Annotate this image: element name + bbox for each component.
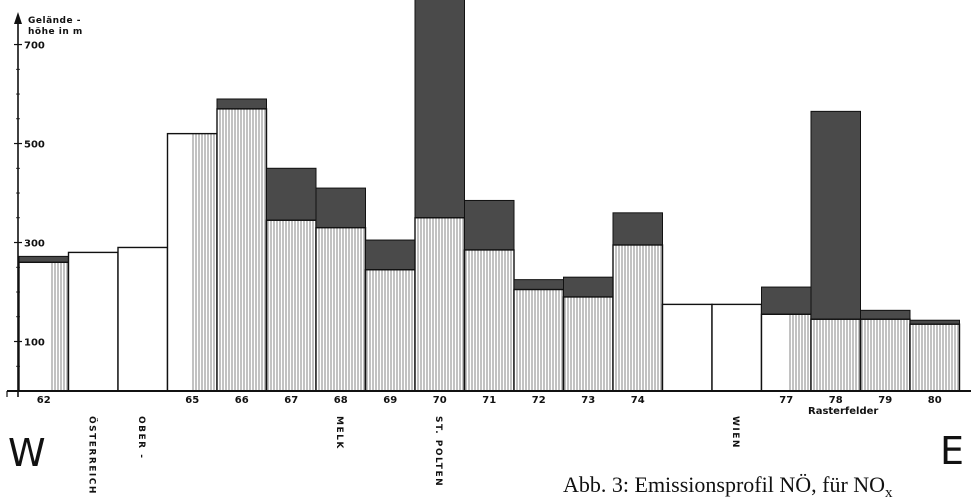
x-tick-label-0: 62	[37, 395, 51, 406]
terrain-hatch-18	[910, 324, 960, 391]
x-axis-label: Rasterfelder	[808, 406, 878, 417]
place-label-4: WIEN	[730, 416, 740, 449]
terrain-hatch-7	[365, 269, 415, 391]
terrain-hatch-8	[415, 217, 465, 391]
emission-bar-17	[860, 309, 911, 320]
emission-bar-12	[612, 212, 663, 246]
x-tick-label-10: 72	[532, 395, 546, 406]
x-tick-label-4: 66	[235, 395, 249, 406]
caption-subscript: x	[885, 485, 893, 501]
y-tick-label-100: 100	[24, 338, 45, 349]
emission-bar-5	[266, 167, 317, 221]
direction-east-label: E	[940, 429, 964, 473]
terrain-hatch-3	[192, 133, 217, 391]
x-tick-label-8: 70	[433, 395, 447, 406]
axes-group	[6, 12, 971, 397]
figure-caption: Abb. 3: Emissionsprofil NÖ, für NOx	[563, 472, 893, 501]
x-tick-label-6: 68	[334, 395, 348, 406]
terrain-hatch-5	[266, 220, 316, 391]
emission-bar-15	[761, 286, 812, 315]
emission-bar-9	[464, 199, 515, 251]
terrain-hatch-12	[613, 244, 663, 391]
emission-bar-11	[563, 276, 614, 298]
bars-group	[18, 0, 961, 392]
place-label-3: ST. POLTEN	[433, 416, 443, 487]
terrain-hatch-4	[217, 108, 267, 391]
terrain-hatch-0	[51, 262, 69, 391]
emission-bar-16	[810, 110, 861, 320]
emission-bar-10	[513, 279, 564, 291]
emission-bar-0	[18, 255, 69, 263]
x-tick-label-11: 73	[581, 395, 595, 406]
x-tick-label-15: 77	[779, 395, 793, 406]
terrain-hatch-16	[811, 319, 861, 391]
labels-group: 62 65 66 67 68 69 70 71 72 73 74 77 78 79 80 100 300 500 7…	[24, 16, 942, 495]
y-axis-arrow	[14, 12, 22, 24]
x-tick-label-16: 78	[829, 395, 843, 406]
x-tick-label-17: 79	[878, 395, 892, 406]
place-label-2: MELK	[334, 416, 344, 450]
x-tick-label-7: 69	[383, 395, 397, 406]
caption-text: Abb. 3: Emissionsprofil NÖ, für NO	[563, 472, 885, 497]
terrain-hatch-11	[563, 296, 613, 391]
x-tick-label-3: 65	[185, 395, 199, 406]
y-tick-label-700: 700	[24, 41, 45, 52]
x-tick-label-5: 67	[284, 395, 298, 406]
emission-bar-4	[216, 98, 267, 110]
y-tick-label-500: 500	[24, 140, 45, 151]
emission-bar-8	[414, 0, 465, 219]
x-tick-label-12: 74	[631, 395, 645, 406]
emission-bar-6	[315, 187, 366, 229]
place-label-0: ÖSTERREICH	[86, 416, 97, 495]
terrain-hatch-9	[464, 249, 514, 391]
y-tick-label-300: 300	[24, 239, 45, 250]
terrain-hatch-15	[788, 314, 811, 391]
terrain-bar-2	[118, 247, 168, 391]
y-axis-label-line-1: höhe in m	[28, 27, 83, 37]
terrain-bar-14	[712, 304, 762, 391]
terrain-hatch-10	[514, 289, 564, 391]
terrain-bar-1	[68, 252, 118, 391]
terrain-hatch-6	[316, 227, 366, 391]
place-label-1: OBER -	[136, 416, 146, 459]
y-axis-label-line-0: Gelände -	[28, 16, 81, 26]
x-tick-label-9: 71	[482, 395, 496, 406]
emission-bar-7	[365, 239, 416, 271]
terrain-bar-13	[662, 304, 712, 391]
direction-west-label: W	[8, 431, 46, 475]
terrain-hatch-17	[860, 319, 910, 391]
x-tick-label-18: 80	[928, 395, 942, 406]
